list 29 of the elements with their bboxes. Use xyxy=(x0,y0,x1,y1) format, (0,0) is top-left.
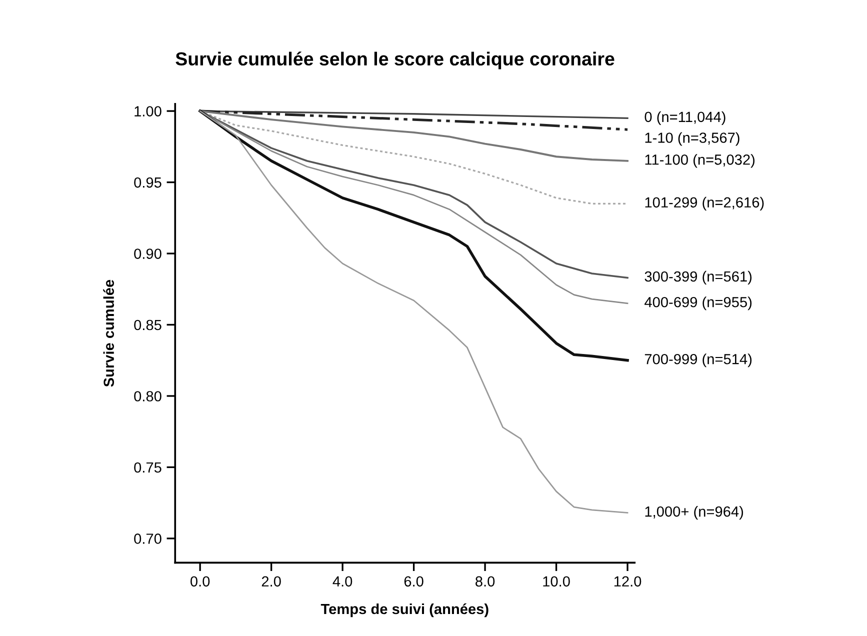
x-tick-label: 10.0 xyxy=(543,576,570,587)
x-tick-label: 2.0 xyxy=(262,576,281,587)
chart-title: Survie cumulée selon le score calcique coronaire xyxy=(176,52,614,70)
x-axis-title: Temps de suivi (années) xyxy=(320,603,488,618)
y-tick-label: 0.90 xyxy=(134,248,162,259)
y-tick-label: 1.00 xyxy=(134,106,162,116)
series-label: 11-100 (n=5,032) xyxy=(645,154,754,168)
y-tick-label: 0.80 xyxy=(134,391,162,402)
series-label: 101-299 (n=2,616) xyxy=(645,196,764,210)
x-tick-label: 8.0 xyxy=(476,576,495,587)
series-label: 300-399 (n=561) xyxy=(644,270,752,285)
line-series xyxy=(199,110,628,514)
series-label: 1-10 (n=3,567) xyxy=(645,132,740,146)
series-label: 400-699 (n=955) xyxy=(644,296,752,310)
y-tick-label: 0.70 xyxy=(134,534,162,544)
y-tick-label: 0.75 xyxy=(134,462,162,473)
y-axis-title: Survie cumulée xyxy=(103,280,114,387)
x-tick-label: 6.0 xyxy=(404,576,424,587)
y-tick-label: 0.85 xyxy=(134,320,162,330)
series-label: 700-999 (n=514) xyxy=(644,354,752,368)
x-tick-label: 4.0 xyxy=(332,576,352,587)
line-series xyxy=(198,110,629,131)
x-tick-label: 12.0 xyxy=(614,576,642,587)
series-label: 1,000+ (n=964) xyxy=(645,506,744,520)
y-tick-label: 0.95 xyxy=(134,177,162,188)
series-label: 0 (n=11,044) xyxy=(644,111,726,125)
x-tick-label: 0.0 xyxy=(190,576,210,587)
line-series xyxy=(199,110,628,162)
line-series xyxy=(198,110,629,362)
